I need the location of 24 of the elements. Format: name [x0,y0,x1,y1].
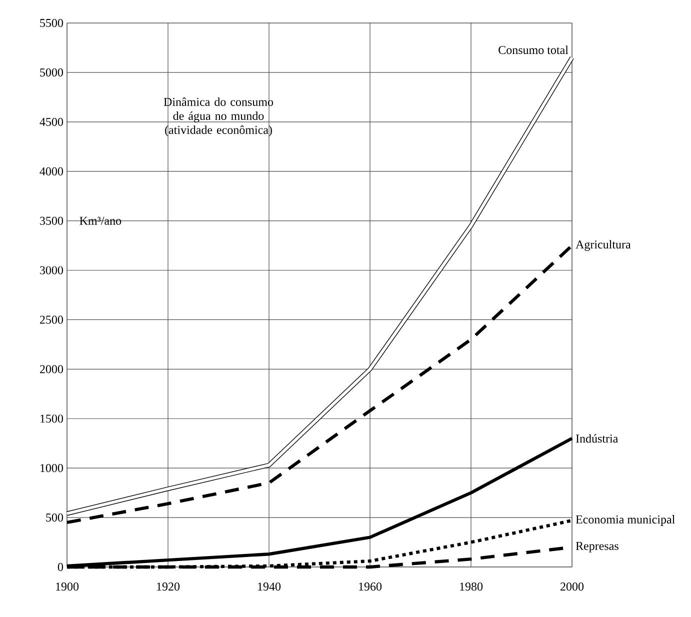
x-tick-label: 1980 [460,582,483,591]
y-tick-label: 0 [58,562,64,572]
x-tick-label: 1960 [359,582,382,591]
y-tick-label: 3000 [40,266,64,274]
y-tick-label: 5000 [40,68,64,76]
x-tick-label: 2000 [560,582,584,591]
y-tick-label: 4000 [40,167,64,176]
y-tick-label: 5500 [40,18,64,28]
x-tick-label: 1940 [258,582,281,591]
series-label: Economia municipal [576,515,675,526]
y-tick-label: 2500 [40,316,64,324]
y-tick-label: 1500 [40,414,64,423]
y-tick-label: 1000 [40,464,64,472]
y-tick-label: 2000 [40,365,64,374]
y-tick-label: 3500 [40,216,64,225]
y-tick-label: 500 [46,513,64,522]
x-tick-label: 1920 [157,582,180,591]
x-tick-label: 1900 [56,582,79,591]
series-label: Represas [576,542,618,552]
text: Dinâmica do consumo de água no mundo (atividade econômica) [164,98,274,136]
series-label: Agricultura [576,240,631,251]
y-tick-label: 4500 [40,118,64,126]
series-label: Consumo total [498,46,568,54]
series-label: Indústria [576,434,618,443]
